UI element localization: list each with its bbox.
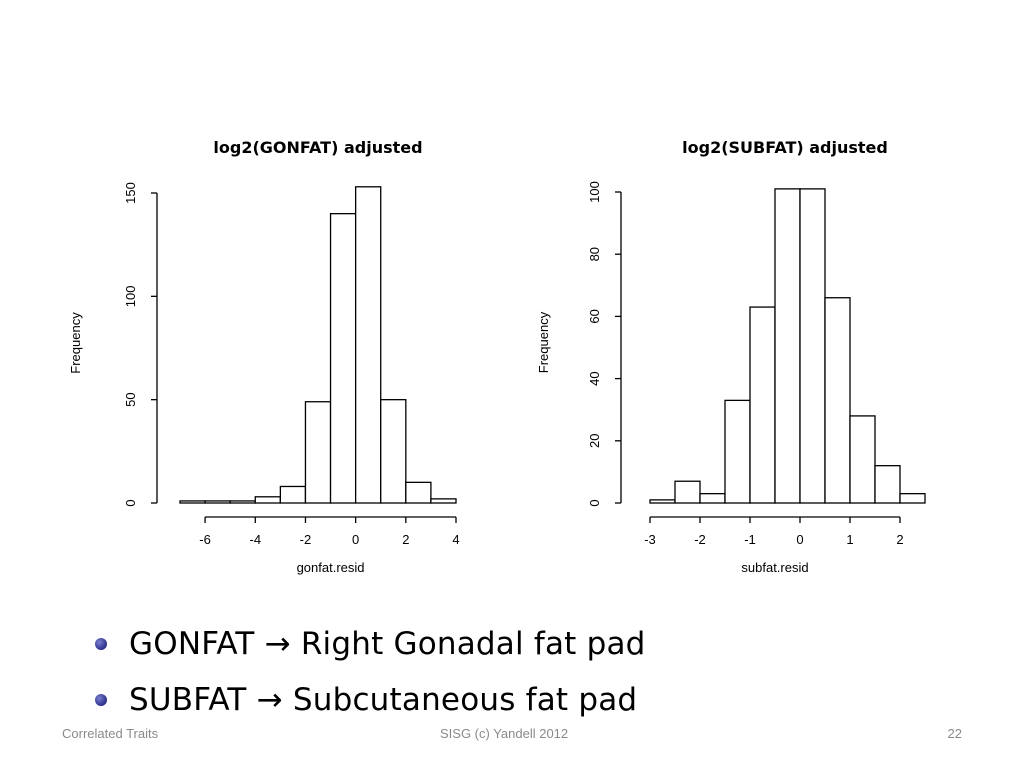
x-tick-label: -6 — [199, 532, 211, 547]
x-tick-label: 0 — [796, 532, 803, 547]
histogram-bar — [749, 306, 776, 504]
x-tick-label: -1 — [744, 532, 756, 547]
histogram-bar — [724, 399, 751, 504]
chart-title: log2(SUBFAT) adjusted — [682, 138, 888, 157]
x-tick-label: -2 — [694, 532, 706, 547]
bullet-icon — [95, 694, 107, 706]
y-tick-label: 50 — [123, 392, 138, 406]
x-tick-label: 2 — [896, 532, 903, 547]
x-tick-label: -3 — [644, 532, 656, 547]
subfat-histogram: log2(SUBFAT) adjusted-3 -2 -1 0 1 20204060801… — [536, 138, 926, 575]
histogram-bar — [380, 399, 407, 504]
bullet-text-gonfat: GONFAT → Right Gonadal fat pad — [129, 626, 646, 662]
histogram-bar — [824, 297, 851, 504]
bullet-item-subfat: SUBFAT → Subcutaneous fat pad — [95, 672, 646, 728]
y-tick-label: 60 — [587, 309, 602, 323]
x-tick-label: 2 — [402, 532, 409, 547]
x-tick-label: -2 — [300, 532, 312, 547]
y-tick-label: 100 — [587, 181, 602, 203]
y-axis-label: Frequency — [68, 312, 83, 374]
histogram-bar — [699, 493, 726, 504]
y-tick-label: 80 — [587, 247, 602, 261]
histogram-bar — [899, 493, 926, 504]
footer-copyright: SISG (c) Yandell 2012 — [440, 726, 569, 741]
bullet-text-subfat: SUBFAT → Subcutaneous fat pad — [129, 682, 638, 718]
footer-title: Correlated Traits — [62, 726, 159, 741]
histogram-bar — [674, 480, 701, 504]
histogram-bar — [799, 188, 826, 504]
x-tick-label: -4 — [249, 532, 261, 547]
slide-number: 22 — [947, 726, 962, 741]
histogram-bar — [430, 498, 457, 504]
histogram-bar — [849, 415, 876, 504]
histogram-bar — [874, 465, 901, 504]
x-axis-label: subfat.resid — [741, 560, 808, 575]
histogram-bar — [329, 213, 357, 504]
y-axis-label: Frequency — [536, 311, 551, 373]
bullet-item-gonfat: GONFAT → Right Gonadal fat pad — [95, 616, 646, 672]
histogram-bar — [304, 401, 332, 504]
y-tick-label: 40 — [587, 371, 602, 385]
y-tick-label: 150 — [123, 182, 138, 204]
histogram-bar — [774, 188, 801, 504]
gonfat-histogram: log2(GONFAT) adjusted -6 -4 -2 0 2 4 0 50 100 150 g… — [68, 138, 460, 575]
x-tick-label: 1 — [846, 532, 853, 547]
y-tick-label: 0 — [587, 499, 602, 506]
histogram-bar — [354, 186, 382, 504]
y-tick-label: 20 — [587, 434, 602, 448]
x-tick-label: 0 — [352, 532, 359, 547]
chart-title: log2(GONFAT) adjusted — [213, 138, 422, 157]
bullet-icon — [95, 638, 107, 650]
y-tick-label: 0 — [123, 499, 138, 506]
histogram-bar — [405, 481, 432, 504]
y-tick-label: 100 — [123, 285, 138, 307]
x-axis-label: gonfat.resid — [297, 560, 365, 575]
x-tick-label: 4 — [452, 532, 459, 547]
bullet-list: GONFAT → Right Gonadal fat pad SUBFAT → … — [95, 616, 646, 728]
histogram-bar — [649, 499, 676, 504]
